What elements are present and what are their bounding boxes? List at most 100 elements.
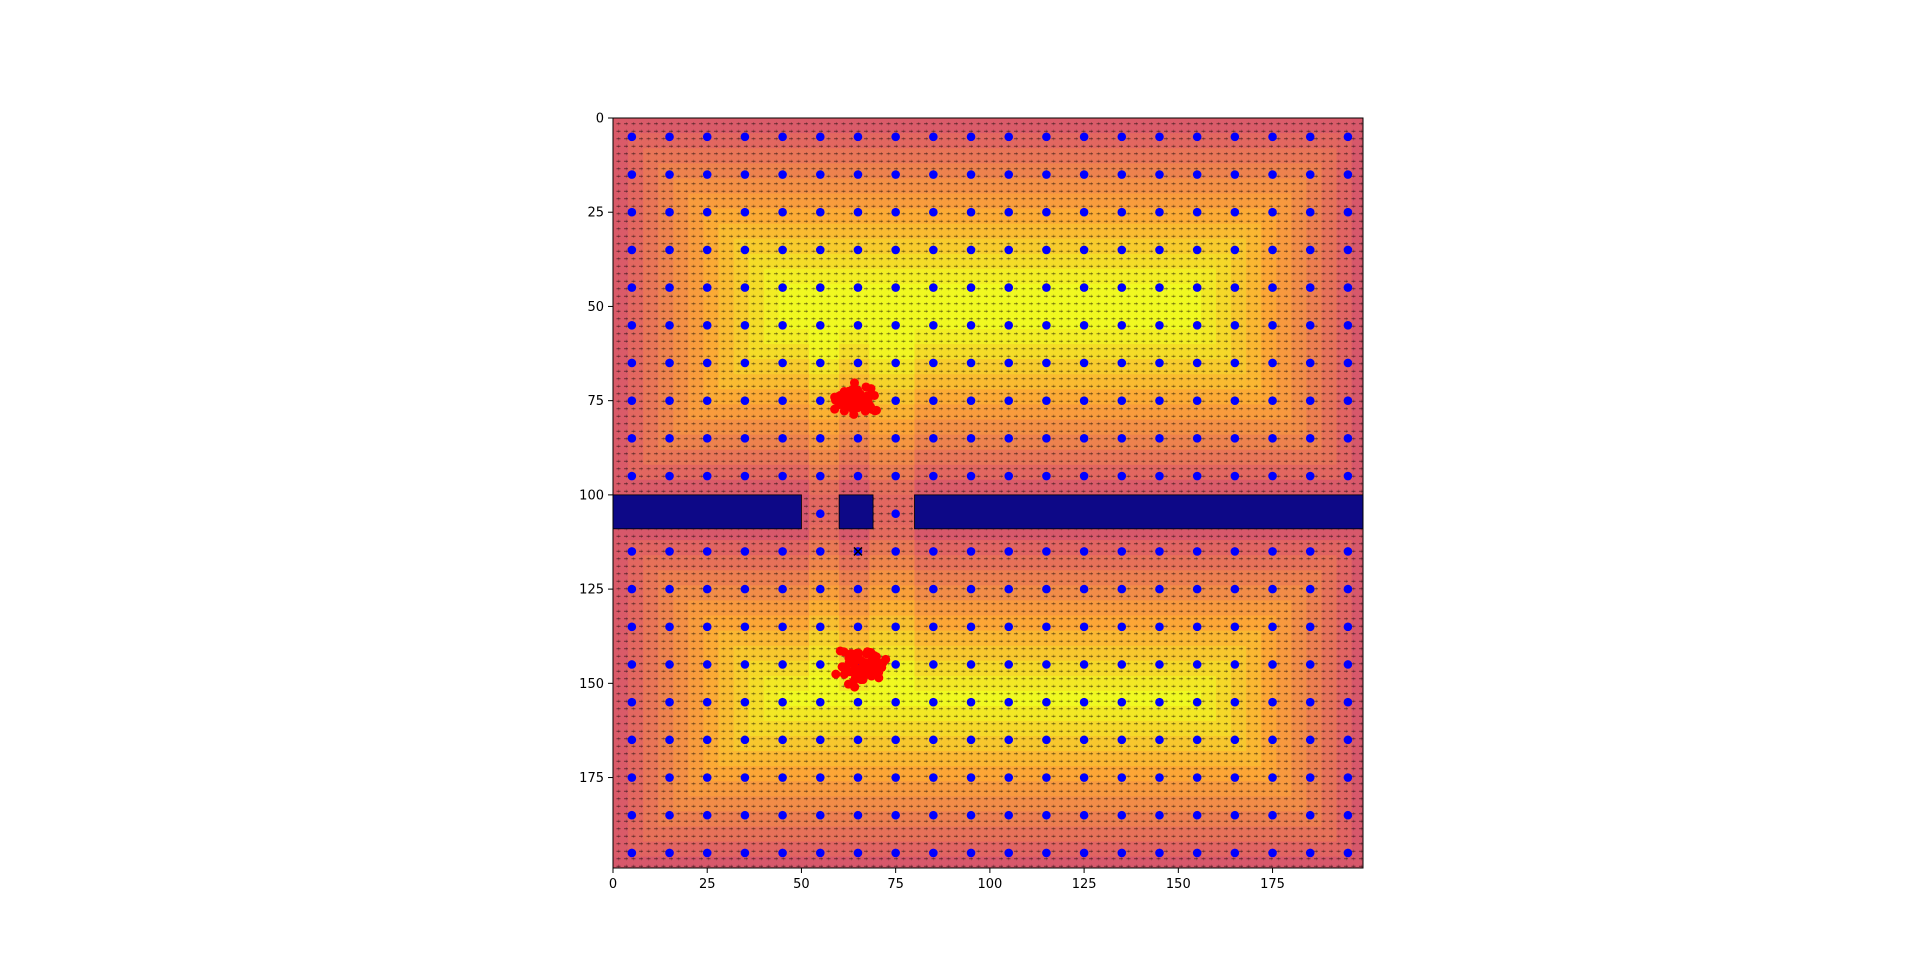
grid-point (891, 848, 900, 858)
grid-point (665, 773, 674, 782)
grid-point (778, 697, 787, 707)
grid-point (1079, 170, 1089, 179)
grid-point (740, 622, 750, 632)
grid-point (891, 283, 900, 292)
grid-point (1343, 396, 1353, 405)
grid-point (778, 207, 787, 217)
grid-point (627, 320, 637, 330)
cluster-point (860, 406, 870, 416)
grid-point (1042, 697, 1051, 707)
grid-point (665, 283, 674, 292)
grid-point (853, 245, 863, 255)
grid-point (627, 547, 637, 556)
grid-point (966, 283, 976, 292)
cluster-point (878, 657, 888, 667)
grid-point (891, 434, 900, 443)
grid-point (740, 434, 750, 443)
grid-point (891, 170, 900, 179)
grid-point (1004, 245, 1014, 255)
y-tick-label: 0 (596, 112, 604, 127)
grid-point (1305, 660, 1315, 669)
cluster-point (843, 679, 853, 689)
cluster-point (874, 673, 884, 683)
grid-point (966, 132, 976, 142)
grid-point (778, 810, 787, 820)
grid-point (778, 170, 787, 179)
cluster-point (848, 656, 858, 666)
grid-point (1305, 396, 1315, 405)
grid-point (627, 245, 637, 255)
cluster-point (830, 404, 840, 414)
grid-point (702, 434, 712, 443)
grid-point (929, 584, 938, 594)
grid-point (891, 622, 900, 632)
grid-point (1117, 735, 1127, 745)
grid-point (929, 358, 938, 368)
grid-point (740, 396, 750, 405)
grid-point (1042, 320, 1051, 330)
grid-point (1155, 848, 1164, 858)
cluster-point (854, 648, 864, 658)
grid-point (966, 584, 976, 594)
grid-point (815, 132, 825, 142)
grid-point (1305, 622, 1315, 632)
grid-point (1004, 697, 1014, 707)
grid-point (1117, 810, 1127, 820)
grid-point (1230, 773, 1240, 782)
y-tick-label: 100 (579, 488, 604, 503)
obstacle-block (914, 494, 1363, 530)
grid-point (1343, 584, 1353, 594)
grid-point (627, 773, 637, 782)
grid-point (1192, 735, 1202, 745)
grid-point (966, 810, 976, 820)
grid-point (1042, 132, 1051, 142)
grid-point (929, 660, 938, 669)
grid-point (778, 434, 787, 443)
grid-point (966, 773, 976, 782)
grid-point (1079, 320, 1089, 330)
grid-point (853, 471, 863, 481)
grid-point (1155, 660, 1164, 669)
grid-point (1004, 132, 1014, 142)
grid-point (891, 132, 900, 142)
grid-point (702, 396, 712, 405)
y-tick-label: 75 (587, 394, 604, 409)
grid-point (1343, 735, 1353, 745)
grid-point (1042, 283, 1051, 292)
grid-point (1343, 660, 1353, 669)
grid-point (853, 358, 863, 368)
grid-point (740, 207, 750, 217)
grid-point (627, 735, 637, 745)
grid-point (891, 320, 900, 330)
grid-point (1268, 396, 1277, 405)
grid-point (1305, 170, 1315, 179)
grid-point (1117, 283, 1127, 292)
grid-point (966, 358, 976, 368)
grid-point (1305, 773, 1315, 782)
grid-point (778, 660, 787, 669)
grid-point (929, 434, 938, 443)
grid-point (665, 434, 674, 443)
grid-point (702, 207, 712, 217)
grid-point (1343, 622, 1353, 632)
grid-point (966, 697, 976, 707)
grid-point (665, 320, 674, 330)
grid-point (1343, 283, 1353, 292)
cluster-point (858, 672, 868, 682)
grid-point (778, 320, 787, 330)
grid-point (1192, 697, 1202, 707)
grid-point (929, 170, 938, 179)
cluster-point (862, 391, 872, 401)
grid-point (1343, 358, 1353, 368)
cluster-point (866, 668, 876, 678)
grid-point (1305, 735, 1315, 745)
grid-point (1343, 434, 1353, 443)
grid-points (627, 132, 1353, 858)
grid-point (740, 584, 750, 594)
grid-point (740, 735, 750, 745)
grid-point (740, 547, 750, 556)
grid-point (929, 245, 938, 255)
grid-point (1192, 245, 1202, 255)
cluster-point (861, 649, 871, 659)
grid-point (966, 547, 976, 556)
